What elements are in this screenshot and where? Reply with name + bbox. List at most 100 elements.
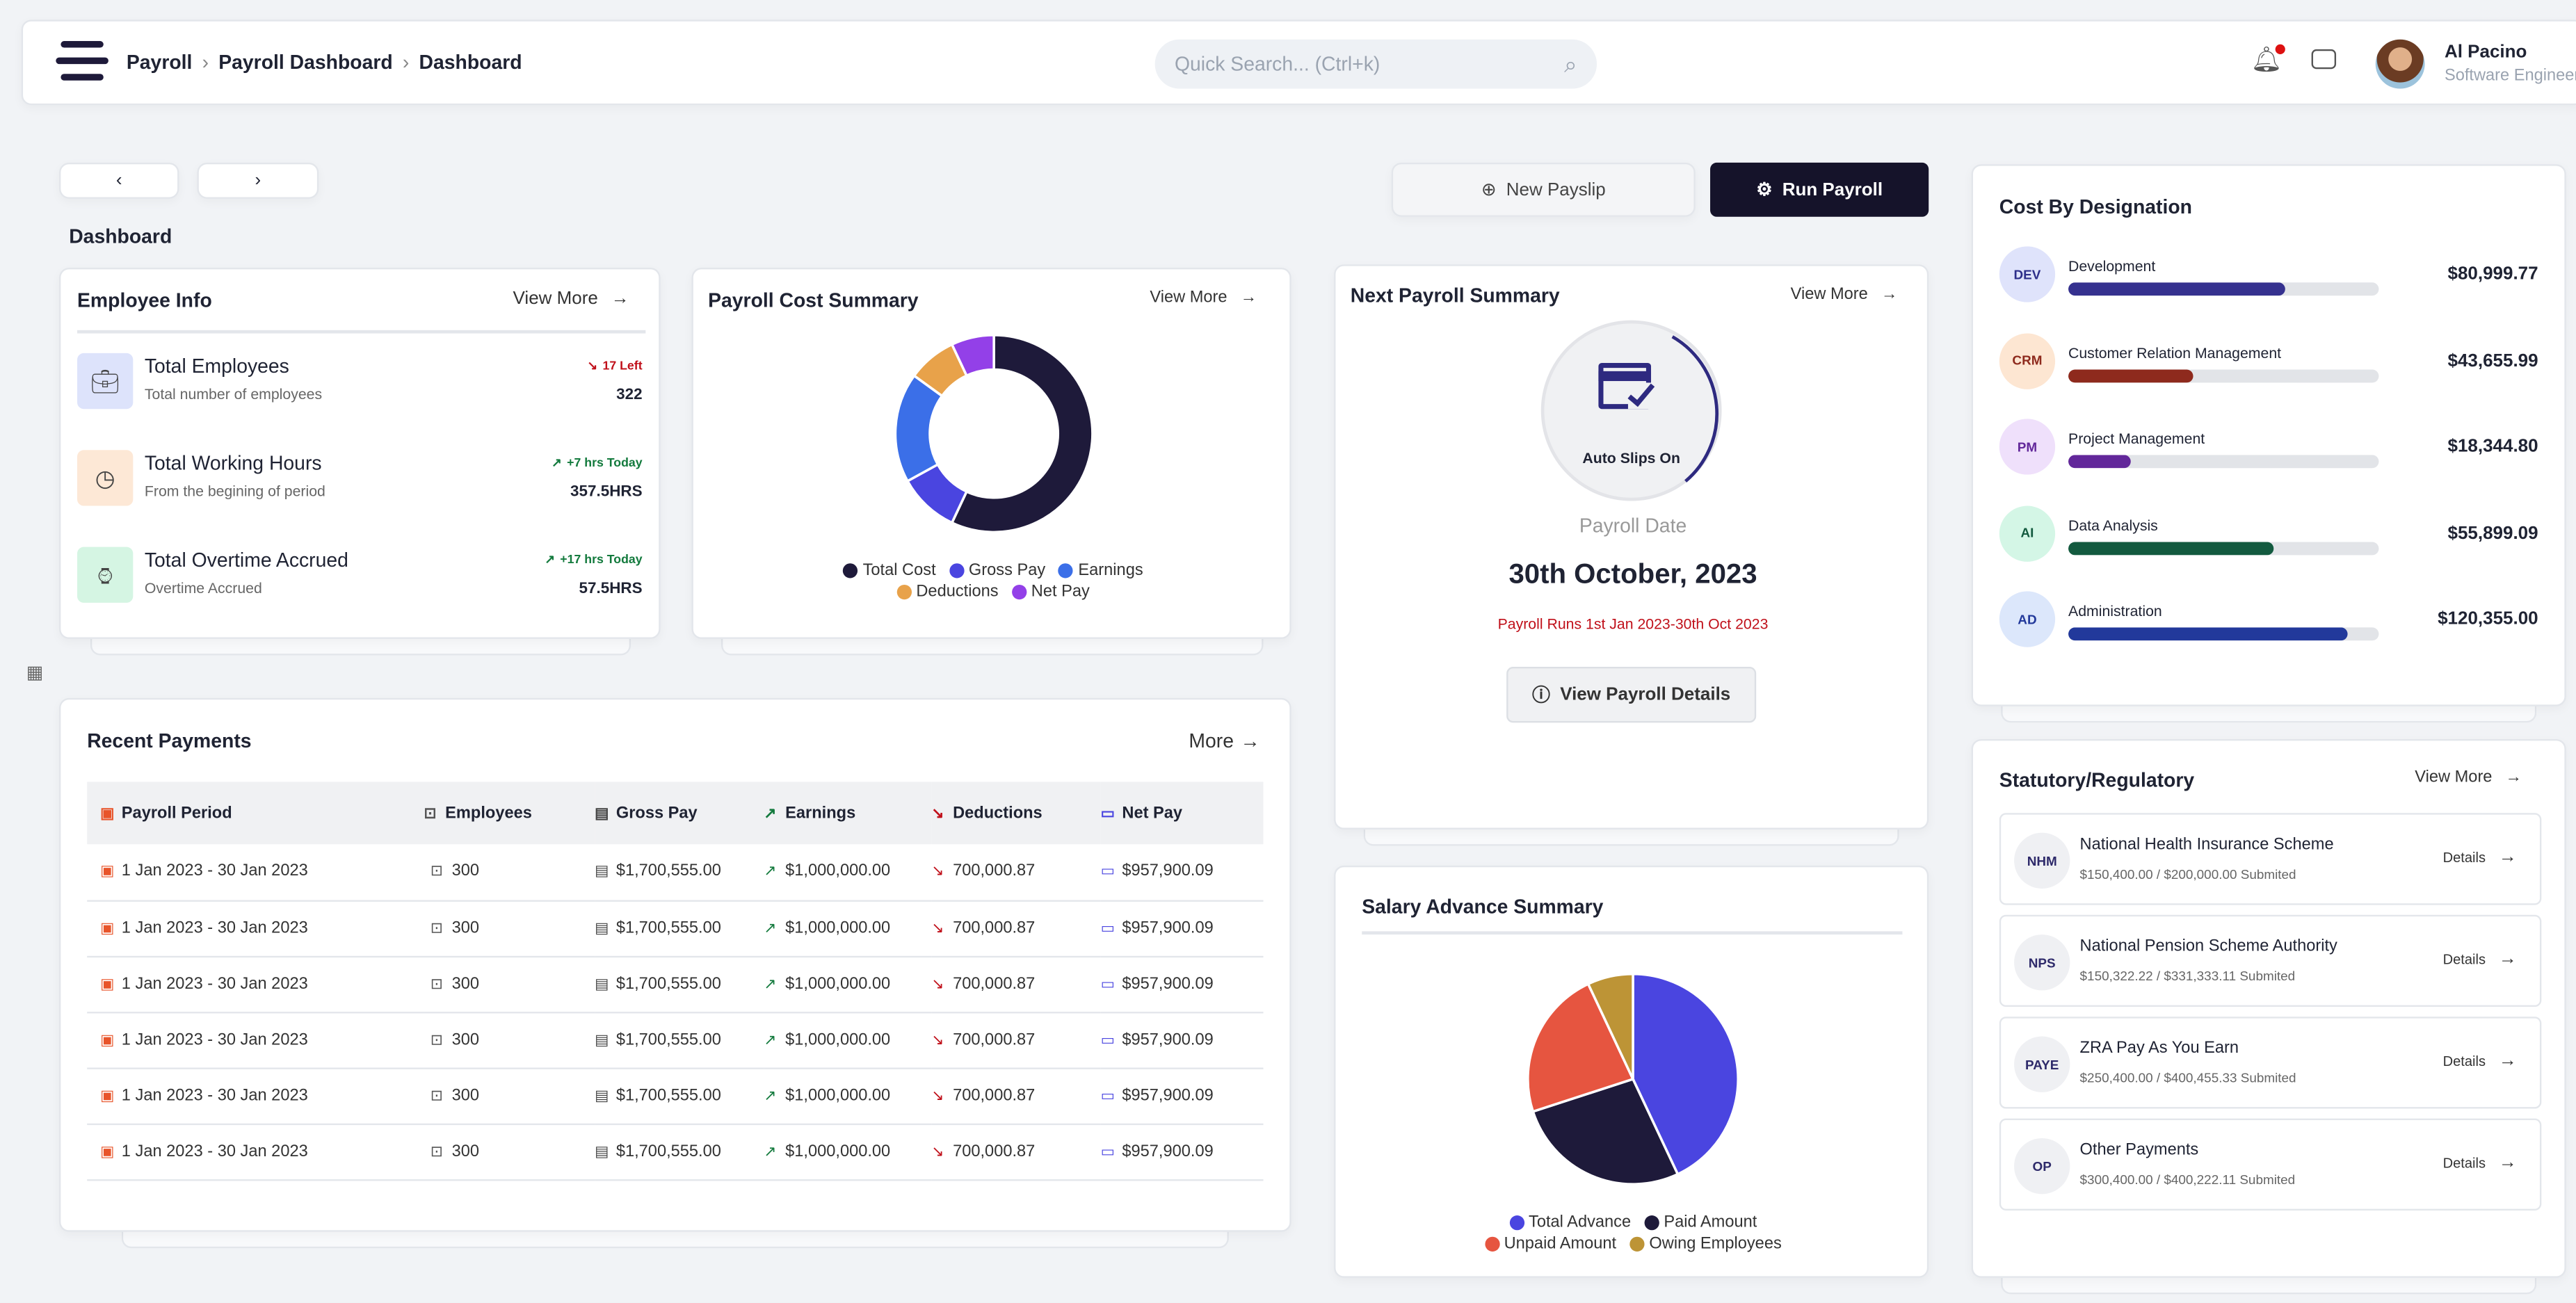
statutory-view-more[interactable]: View More → (2415, 769, 2522, 787)
recent-more-link[interactable]: More → (1189, 729, 1259, 752)
details-link[interactable]: Details → (2443, 949, 2517, 969)
legend-item[interactable]: Unpaid Amount (1484, 1235, 1616, 1253)
slice-owing-employees[interactable] (1586, 973, 1634, 1080)
details-link[interactable]: Details → (2443, 1051, 2517, 1071)
cell-value: $1,000,000.00 (785, 862, 891, 881)
legend-label: Net Pay (1031, 583, 1090, 601)
view-payroll-details-button[interactable]: ⓘ View Payroll Details (1506, 667, 1757, 723)
designation-name: Data Analysis (2068, 516, 2158, 533)
calendar-icon[interactable]: ▦ (26, 663, 44, 683)
legend-item[interactable]: Total Advance (1508, 1214, 1631, 1232)
column-header[interactable]: ↘ Deductions (931, 782, 1101, 845)
employee-info-view-more[interactable]: View More → (513, 289, 629, 309)
table-cell: ▤ $1,700,555.00 (595, 955, 764, 1013)
column-header[interactable]: ↗ Earnings (764, 782, 932, 845)
slice-paid-amount[interactable] (1531, 1077, 1680, 1185)
legend-label: Total Cost (862, 561, 936, 580)
legend-item[interactable]: Deductions (896, 583, 999, 601)
designation-badge: DEV (1999, 246, 2056, 302)
column-header[interactable]: ▣ Payroll Period (87, 782, 424, 845)
designation-badge: CRM (1999, 332, 2056, 389)
id-badge-icon: ⊡ (430, 918, 443, 936)
details-label: Details (2442, 849, 2486, 866)
table-row[interactable]: ▣ 1 Jan 2023 - 30 Jan 2023 ⊡ 300 ▤ $1,700,555… (87, 844, 1264, 901)
breadcrumb-payroll-dashboard[interactable]: Payroll Dashboard (218, 51, 393, 74)
calendar-check-icon: ▣ (100, 974, 115, 992)
legend-item[interactable]: Paid Amount (1644, 1214, 1757, 1232)
notification-dot (2275, 44, 2285, 54)
breadcrumb-payroll[interactable]: Payroll (126, 51, 193, 74)
legend-item[interactable]: Net Pay (1011, 583, 1090, 601)
card-icon: ▭ (1100, 1030, 1115, 1047)
inbox-icon[interactable] (2311, 49, 2337, 70)
legend-item[interactable]: Owing Employees (1629, 1235, 1782, 1253)
table-cell: ⊡ 300 (424, 900, 595, 957)
details-link[interactable]: Details → (2443, 848, 2517, 867)
designation-amount: $120,355.00 (2438, 609, 2538, 629)
slice-total-advance[interactable] (1632, 973, 1739, 1176)
slice-total-cost[interactable] (950, 334, 1094, 534)
next-payroll-view-more[interactable]: View More → (1791, 286, 1898, 304)
item-trend: +17 hrs Today (560, 551, 643, 567)
legend-item[interactable]: Gross Pay (949, 562, 1045, 580)
item-title: Total Employees (144, 355, 289, 378)
legend-swatch (1629, 1236, 1645, 1252)
legend-swatch (949, 563, 964, 578)
table-row[interactable]: ▣ 1 Jan 2023 - 30 Jan 2023 ⊡ 300 ▤ $1,700,555… (87, 1067, 1264, 1124)
column-header[interactable]: ▭ Net Pay (1100, 782, 1264, 845)
cell-value: $1,000,000.00 (785, 974, 891, 993)
details-link[interactable]: Details → (2443, 1153, 2517, 1172)
column-label: Gross Pay (615, 804, 698, 823)
cell-value: $957,900.09 (1122, 1142, 1214, 1160)
table-cell: ↘ 700,000.87 (931, 1012, 1101, 1069)
run-payroll-button[interactable]: ⚙ Run Payroll (1710, 162, 1929, 217)
column-header[interactable]: ⊡ Employees (424, 782, 595, 845)
statutory-item[interactable]: NHM National Health Insurance Scheme $15… (1999, 813, 2542, 905)
legend-item[interactable]: Total Cost (843, 561, 936, 580)
slice-unpaid-amount[interactable] (1527, 982, 1635, 1113)
column-header[interactable]: ▤ Gross Pay (595, 782, 764, 845)
table-cell: ▤ $1,700,555.00 (595, 844, 764, 901)
id-badge-icon: ⊡ (430, 1142, 443, 1159)
statutory-name: National Pension Scheme Authority (2079, 937, 2337, 956)
cell-value: $1,700,555.00 (615, 974, 721, 993)
table-cell: ↗ $1,000,000.00 (764, 900, 932, 957)
calendar-check-icon: ▣ (100, 862, 115, 880)
trend-up-icon: ↗ (764, 918, 777, 936)
table-row[interactable]: ▣ 1 Jan 2023 - 30 Jan 2023 ⊡ 300 ▤ $1,700,555… (87, 1012, 1264, 1069)
statutory-item[interactable]: NPS National Pension Scheme Authority $1… (1999, 914, 2542, 1007)
search-icon[interactable]: ⌕ (1564, 50, 1577, 76)
statutory-regulatory-card: Statutory/Regulatory View More → NHM Nati… (1971, 738, 2566, 1278)
view-more-label: View More (2415, 768, 2493, 787)
statutory-item[interactable]: PAYE ZRA Pay As You Earn $250,400.00 / $… (1999, 1017, 2542, 1109)
table-cell: ▭ $957,900.09 (1100, 900, 1264, 957)
slice-net-pay[interactable] (950, 334, 995, 378)
table-row[interactable]: ▣ 1 Jan 2023 - 30 Jan 2023 ⊡ 300 ▤ $1,700,555… (87, 1123, 1264, 1181)
legend-swatch (1508, 1215, 1524, 1231)
designation-badge: PM (1999, 419, 2056, 475)
card-icon: ▭ (1100, 1142, 1115, 1159)
table-row[interactable]: ▣ 1 Jan 2023 - 30 Jan 2023 ⊡ 300 ▤ $1,700,555… (87, 900, 1264, 957)
bell-icon[interactable]: 🔔︎ (2251, 44, 2285, 74)
auto-slips-indicator[interactable]: Auto Slips On (1540, 320, 1722, 501)
next-button[interactable]: › (197, 162, 319, 199)
card-stack-shadow (1363, 829, 1899, 846)
card-check-icon (1598, 363, 1664, 419)
new-payslip-label: New Payslip (1506, 179, 1606, 200)
table-row[interactable]: ▣ 1 Jan 2023 - 30 Jan 2023 ⊡ 300 ▤ $1,700,555… (87, 955, 1264, 1013)
payroll-cost-view-more[interactable]: View More → (1150, 289, 1257, 307)
card-icon: ▭ (1100, 974, 1115, 992)
search-input[interactable]: Quick Search... (Ctrl+k) ⌕ (1154, 39, 1597, 89)
hamburger-menu-icon[interactable] (56, 41, 108, 81)
search-placeholder: Quick Search... (Ctrl+k) (1174, 52, 1380, 76)
statutory-item[interactable]: OP Other Payments $300,400.00 / $400,222… (1999, 1118, 2542, 1211)
calendar-check-icon: ▣ (100, 1086, 115, 1103)
legend-item[interactable]: Earnings (1058, 562, 1143, 580)
item-title: Total Overtime Accrued (144, 548, 348, 572)
prev-button[interactable]: ‹ (59, 162, 179, 199)
arrow-right-icon: → (1240, 289, 1257, 307)
avatar[interactable] (2375, 39, 2425, 89)
new-payslip-button[interactable]: ⊕ New Payslip (1391, 162, 1696, 217)
statutory-badge: NPS (2014, 934, 2070, 991)
cell-value: 700,000.87 (953, 1030, 1036, 1049)
